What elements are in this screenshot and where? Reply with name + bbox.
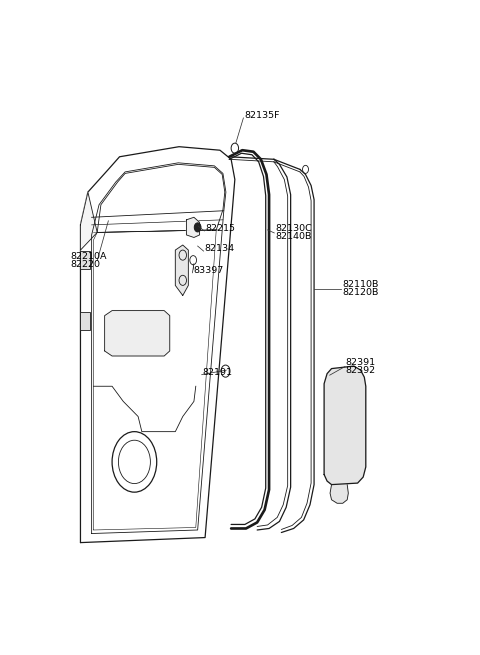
Polygon shape: [81, 192, 97, 250]
Circle shape: [194, 223, 201, 232]
Text: 82191: 82191: [203, 367, 232, 377]
Text: 82215: 82215: [205, 224, 235, 233]
Polygon shape: [175, 245, 188, 295]
FancyBboxPatch shape: [81, 312, 90, 329]
Text: 82391: 82391: [346, 358, 376, 367]
Polygon shape: [105, 310, 170, 356]
Text: 82392: 82392: [346, 366, 376, 375]
Polygon shape: [330, 485, 348, 503]
Polygon shape: [81, 147, 235, 542]
Text: 82134: 82134: [204, 244, 234, 253]
Polygon shape: [324, 366, 366, 485]
Text: 82140B: 82140B: [275, 233, 312, 242]
Text: 82135F: 82135F: [244, 111, 280, 120]
Polygon shape: [186, 217, 200, 238]
Text: 82210A: 82210A: [71, 252, 107, 261]
Text: 82110B: 82110B: [342, 280, 378, 289]
Text: 82120B: 82120B: [342, 288, 378, 297]
Text: 83397: 83397: [193, 266, 223, 274]
Text: 82130C: 82130C: [275, 224, 312, 233]
Text: 82220: 82220: [71, 260, 100, 269]
FancyBboxPatch shape: [81, 251, 90, 269]
